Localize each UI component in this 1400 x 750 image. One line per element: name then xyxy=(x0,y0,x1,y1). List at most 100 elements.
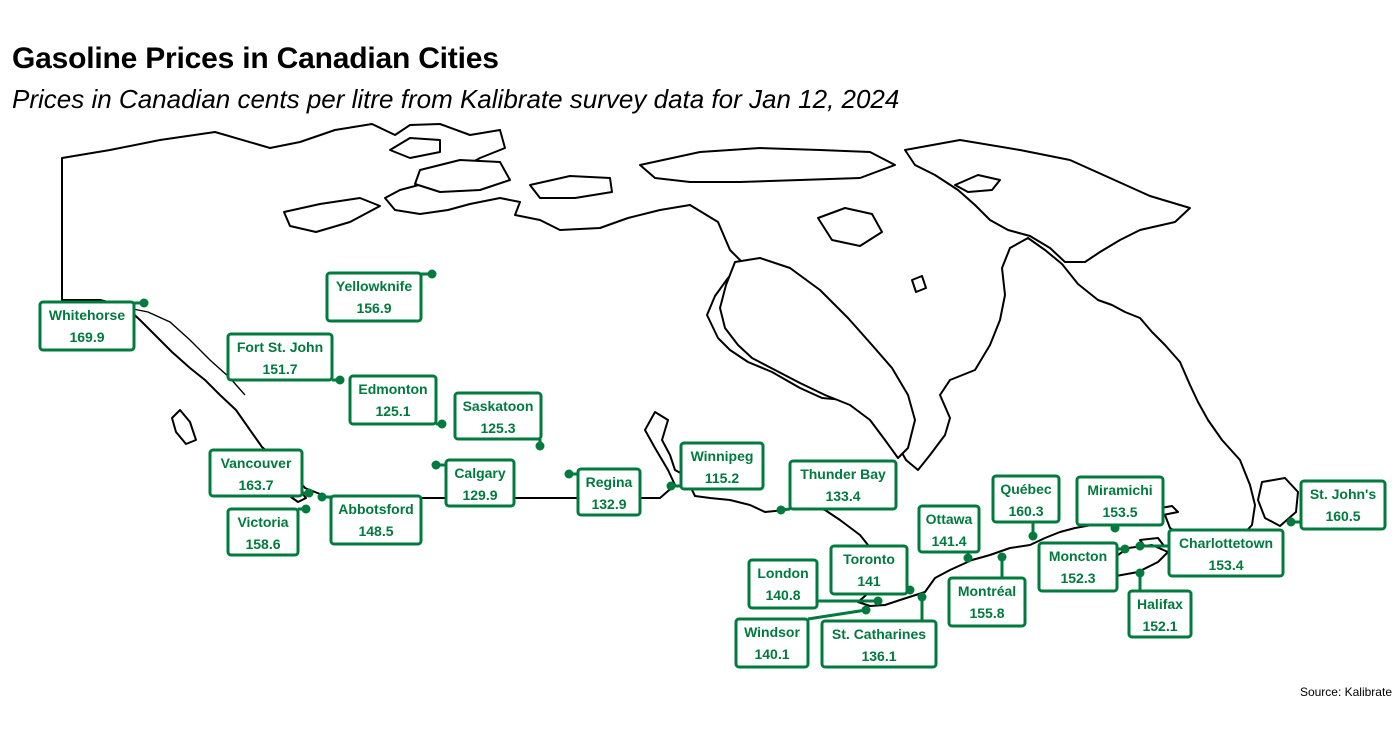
city-price: 115.2 xyxy=(705,470,739,486)
label-box xyxy=(453,391,543,441)
city-price: 160.3 xyxy=(1008,503,1043,519)
city-label-halifax: Halifax 152.1 xyxy=(1127,568,1193,639)
city-label-abbotsford: Abbotsford 148.5 xyxy=(317,492,423,546)
label-box xyxy=(947,576,1027,628)
belcher-islands xyxy=(911,275,927,293)
city-name: Regina xyxy=(586,474,633,490)
label-box xyxy=(1075,475,1165,527)
city-price: 148.5 xyxy=(358,523,393,539)
city-marker xyxy=(873,596,883,606)
label-box xyxy=(208,448,304,498)
label-box xyxy=(829,544,909,596)
label-box xyxy=(38,300,136,352)
map-subtitle: Prices in Canadian cents per litre from … xyxy=(12,84,900,114)
label-box xyxy=(1037,541,1119,593)
city-price: 136.1 xyxy=(861,648,896,664)
city-price: 141.4 xyxy=(931,533,966,549)
city-price: 153.4 xyxy=(1208,557,1243,573)
city-label-edmonton: Edmonton 125.1 xyxy=(348,374,447,429)
city-marker xyxy=(564,469,574,479)
city-name: Vancouver xyxy=(221,455,292,471)
city-name: Québec xyxy=(1000,481,1052,497)
baffin-island xyxy=(904,139,1191,263)
city-label-regina: Regina 132.9 xyxy=(564,467,642,517)
city-name: Saskatoon xyxy=(463,398,534,414)
city-label-winnipeg: Winnipeg 115.2 xyxy=(666,441,765,491)
city-marker xyxy=(861,605,871,615)
label-box xyxy=(1127,589,1193,639)
city-marker xyxy=(427,269,437,279)
city-label-london: London 140.8 xyxy=(747,558,883,610)
city-label-st-catharines: St. Catharines 136.1 xyxy=(820,592,938,669)
label-box xyxy=(1167,528,1285,578)
city-label-fort-st-john: Fort St. John 151.7 xyxy=(226,332,345,385)
city-price: 169.9 xyxy=(69,329,104,345)
haida-gwaii xyxy=(171,409,197,445)
city-price: 125.3 xyxy=(480,420,515,436)
city-name: Thunder Bay xyxy=(800,466,886,482)
label-box xyxy=(576,467,642,517)
city-label-ottawa: Ottawa 141.4 xyxy=(917,504,981,563)
leader-line xyxy=(807,608,867,621)
label-box xyxy=(329,494,423,546)
city-marker xyxy=(317,492,327,502)
city-marker xyxy=(1028,531,1038,541)
city-label-miramichi: Miramichi 153.5 xyxy=(1075,475,1165,533)
city-marker xyxy=(776,505,786,515)
southampton-island xyxy=(817,207,883,247)
devon-island xyxy=(529,175,613,199)
city-name: Halifax xyxy=(1137,596,1183,612)
city-marker xyxy=(431,460,441,470)
city-marker xyxy=(304,488,314,498)
label-box xyxy=(820,619,938,669)
city-label-saskatoon: Saskatoon 125.3 xyxy=(453,391,545,451)
city-name: Toronto xyxy=(843,551,895,567)
source-note: Source: Kalibrate xyxy=(1299,685,1392,699)
city-marker xyxy=(997,552,1007,562)
city-price: 151.7 xyxy=(262,361,297,377)
city-name: Windsor xyxy=(744,624,800,640)
city-marker xyxy=(666,481,676,491)
city-labels: Whitehorse 169.9 Yellowknife 156.9 Fort St. … xyxy=(38,269,1387,669)
city-price: 158.6 xyxy=(245,536,280,552)
city-label-whitehorse: Whitehorse 169.9 xyxy=(38,298,149,352)
city-marker xyxy=(335,375,345,385)
label-box xyxy=(325,271,423,323)
label-box xyxy=(444,458,516,508)
city-price: 163.7 xyxy=(238,477,273,493)
city-label-calgary: Calgary 129.9 xyxy=(431,458,516,508)
mainland xyxy=(61,123,1256,607)
label-box xyxy=(747,558,819,610)
city-marker xyxy=(437,419,447,429)
city-label-st-john-s: St. John's 160.5 xyxy=(1286,479,1387,531)
city-marker xyxy=(535,441,545,451)
label-box xyxy=(226,332,334,382)
victoria-island xyxy=(414,159,511,193)
city-name: Yellowknife xyxy=(336,278,412,294)
city-name: Ottawa xyxy=(926,511,973,527)
city-label-montreal: Montréal 155.8 xyxy=(947,552,1027,628)
landmass xyxy=(61,123,1299,607)
label-box xyxy=(679,441,765,491)
city-name: Victoria xyxy=(237,514,288,530)
city-label-toronto: Toronto 141 xyxy=(829,544,915,596)
city-name: St. Catharines xyxy=(832,626,926,642)
city-label-charlottetown: Charlottetown 153.4 xyxy=(1135,528,1285,578)
city-name: Calgary xyxy=(454,465,506,481)
label-box xyxy=(1299,479,1387,531)
label-box xyxy=(788,459,898,511)
city-price: 133.4 xyxy=(825,488,860,504)
city-name: Moncton xyxy=(1049,548,1107,564)
foxe-island xyxy=(954,174,1001,193)
hudson-bay xyxy=(719,257,916,459)
ellesmere-island xyxy=(639,147,896,183)
city-name: Abbotsford xyxy=(338,501,413,517)
city-label-windsor: Windsor 140.1 xyxy=(734,605,871,669)
city-name: Charlottetown xyxy=(1179,535,1273,551)
city-marker xyxy=(1286,517,1296,527)
city-label-quebec: Québec 160.3 xyxy=(991,474,1061,541)
city-price: 160.5 xyxy=(1325,508,1360,524)
city-name: Miramichi xyxy=(1087,482,1152,498)
city-label-yellowknife: Yellowknife 156.9 xyxy=(325,269,437,323)
